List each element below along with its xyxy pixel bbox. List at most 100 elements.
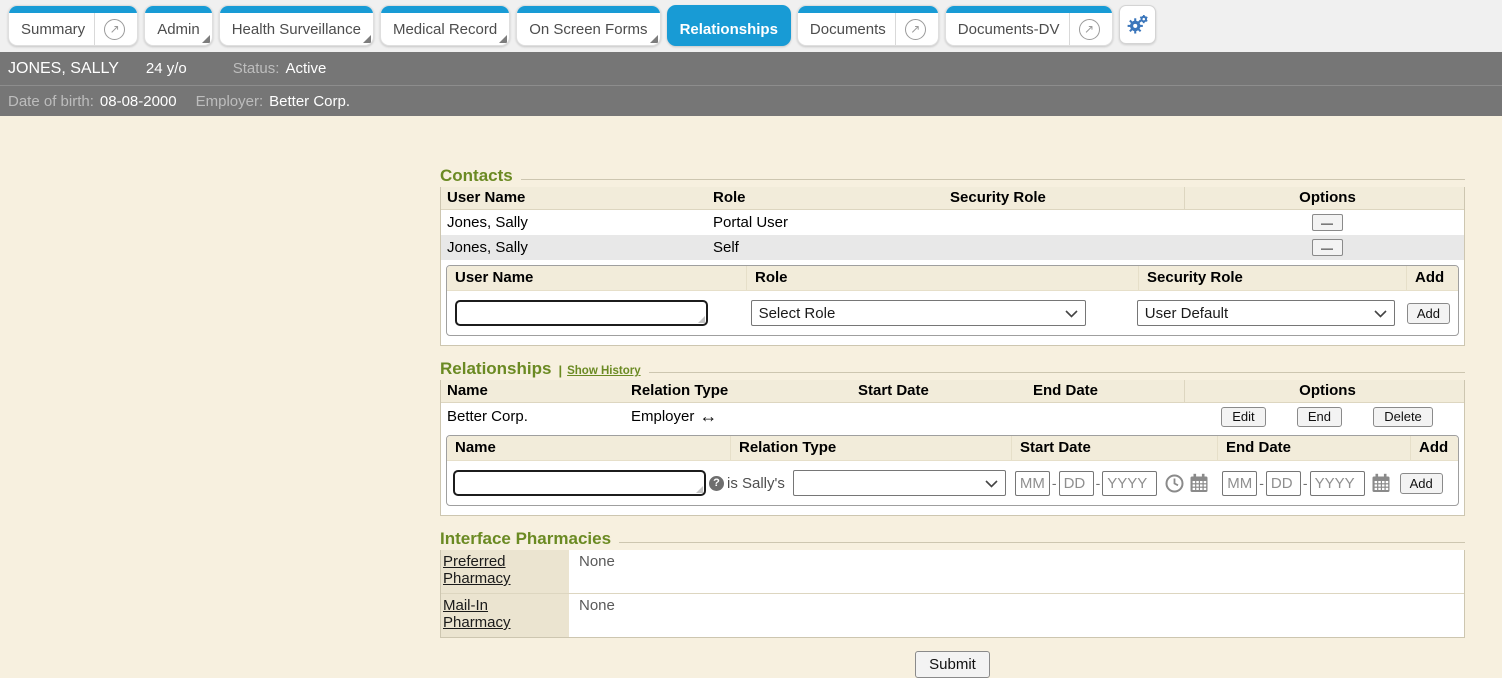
relationship-name-input[interactable]	[455, 472, 704, 494]
bidirectional-arrow-icon: ↔	[699, 406, 718, 426]
contact-security-role	[944, 245, 1184, 251]
remove-contact-button[interactable]: —	[1311, 239, 1343, 257]
tab-accent-bar	[667, 6, 790, 13]
tab-on-screen-forms-label: On Screen Forms	[529, 20, 648, 38]
status-value: Active	[285, 60, 327, 77]
add-relationship-box: Name Relation Type Start Date End Date A…	[446, 435, 1459, 506]
end-relationship-button[interactable]: End	[1296, 406, 1342, 427]
pharmacy-row: Preferred Pharmacy None	[441, 550, 1464, 594]
add-contact-button[interactable]: Add	[1406, 302, 1450, 324]
tab-admin[interactable]: Admin	[144, 5, 213, 46]
interface-pharmacies-title: Interface Pharmacies	[440, 529, 612, 548]
role-select[interactable]: Select Role	[750, 300, 1086, 326]
tab-accent-bar	[145, 6, 212, 13]
tab-accent-bar	[517, 6, 660, 13]
start-day-input[interactable]	[1058, 470, 1094, 496]
add-contact-header-role: Role	[747, 266, 1139, 290]
relationships-header-start-date: Start Date	[858, 382, 929, 399]
tab-summary[interactable]: Summary ↗	[8, 5, 139, 46]
add-contact-header-user-name: User Name	[447, 266, 747, 290]
external-link-icon[interactable]: ↗	[1078, 18, 1100, 40]
add-contact-header-security-role: Security Role	[1139, 266, 1407, 290]
tab-divider	[1068, 13, 1070, 45]
contact-row: Jones, Sally Self —	[441, 235, 1464, 260]
contacts-header-options: Options	[1184, 187, 1464, 209]
status-label: Status:	[232, 60, 280, 77]
contact-user-name: Jones, Sally	[447, 214, 528, 231]
start-date-clock-icon[interactable]	[1164, 473, 1185, 494]
relation-type-select[interactable]	[792, 470, 1006, 496]
tab-accent-bar	[797, 6, 938, 13]
contact-user-name-field[interactable]	[455, 300, 708, 326]
chevron-down-icon	[985, 475, 998, 492]
end-day-input[interactable]	[1265, 470, 1301, 496]
remove-contact-button[interactable]: —	[1311, 214, 1343, 232]
start-date-calendar-icon[interactable]	[1189, 473, 1209, 493]
contact-row: Jones, Sally Portal User —	[441, 210, 1464, 235]
edit-relationship-button[interactable]: Edit	[1221, 406, 1266, 427]
tab-documents[interactable]: Documents ↗	[796, 5, 939, 46]
mail-in-pharmacy-link[interactable]: Mail-In Pharmacy	[443, 597, 511, 631]
tab-accent-bar	[219, 6, 373, 13]
security-role-select[interactable]: User Default	[1136, 300, 1395, 326]
add-relationship-button[interactable]: Add	[1399, 472, 1443, 494]
submit-button[interactable]: Submit	[915, 651, 990, 678]
relationships-header-options: Options	[1184, 380, 1464, 402]
contact-security-role	[944, 220, 1184, 226]
relationship-row: Better Corp. Employer ↔ Edit End Delete	[441, 403, 1464, 430]
contact-role: Portal User	[713, 214, 789, 231]
start-year-input[interactable]	[1102, 470, 1158, 496]
contacts-header-security-role: Security Role	[950, 189, 1046, 206]
mail-in-pharmacy-value: None	[579, 597, 615, 614]
external-link-icon[interactable]: ↗	[904, 18, 926, 40]
relationships-title: Relationships	[440, 359, 552, 378]
tab-medical-record[interactable]: Medical Record	[379, 5, 511, 46]
help-icon[interactable]: ?	[709, 475, 724, 491]
relationships-header-row: Name Relation Type Start Date End Date O…	[441, 380, 1464, 403]
end-date-calendar-icon[interactable]	[1371, 473, 1391, 493]
contacts-header-row: User Name Role Security Role Options	[441, 187, 1464, 210]
end-month-input[interactable]	[1222, 470, 1258, 496]
tab-health-surveillance-label: Health Surveillance	[231, 20, 361, 38]
employer-label: Employer:	[195, 92, 264, 110]
pharmacy-row: Mail-In Pharmacy None	[441, 594, 1464, 637]
end-year-input[interactable]	[1309, 470, 1365, 496]
preferred-pharmacy-link[interactable]: Preferred Pharmacy	[443, 553, 511, 587]
menu-fold-icon	[649, 35, 658, 43]
delete-relationship-button[interactable]: Delete	[1373, 406, 1433, 427]
tab-on-screen-forms[interactable]: On Screen Forms	[516, 5, 661, 46]
patient-banner-row1: JONES, SALLY 24 y/o Status: Active	[0, 52, 1502, 85]
tab-documents-dv[interactable]: Documents-DV ↗	[944, 5, 1113, 46]
tab-health-surveillance[interactable]: Health Surveillance	[218, 5, 374, 46]
preferred-pharmacy-value: None	[579, 553, 615, 570]
chevron-down-icon	[1374, 305, 1387, 322]
patient-name: JONES, SALLY	[8, 59, 119, 77]
add-relationship-header-start-date: Start Date	[1012, 436, 1218, 460]
tab-bar: Summary ↗ Admin Health Surveillance Medi…	[0, 0, 1502, 52]
relationship-type: Employer	[631, 408, 695, 425]
relationship-end-date	[1027, 414, 1184, 420]
relationship-name-field[interactable]	[453, 470, 706, 496]
show-history-link[interactable]: Show History	[567, 365, 641, 377]
relationship-start-date	[852, 414, 1027, 420]
external-link-icon[interactable]: ↗	[104, 18, 126, 40]
tab-relationships[interactable]: Relationships	[666, 5, 791, 46]
interface-pharmacies-section: Interface Pharmacies Preferred Pharmacy …	[440, 529, 1465, 638]
add-relationship-header-relation-type: Relation Type	[731, 436, 1012, 460]
dob-label: Date of birth:	[8, 92, 94, 110]
date-dash: -	[1302, 475, 1308, 491]
tab-documents-dv-label: Documents-DV	[957, 20, 1060, 38]
contacts-title: Contacts	[440, 166, 513, 185]
start-month-input[interactable]	[1014, 470, 1050, 496]
add-contact-box: User Name Role Security Role Add Select …	[446, 265, 1459, 336]
patient-age: 24 y/o	[145, 60, 187, 77]
tab-summary-label: Summary	[21, 20, 86, 38]
tab-divider	[894, 13, 896, 45]
patient-banner-row2: Date of birth: 08-08-2000 Employer: Bett…	[0, 85, 1502, 116]
date-dash: -	[1095, 475, 1101, 491]
dob-value: 08-08-2000	[99, 92, 177, 110]
contact-user-name-input[interactable]	[457, 302, 706, 324]
menu-fold-icon	[362, 35, 371, 43]
settings-button[interactable]	[1118, 5, 1156, 44]
relationships-header-name: Name	[447, 382, 488, 399]
